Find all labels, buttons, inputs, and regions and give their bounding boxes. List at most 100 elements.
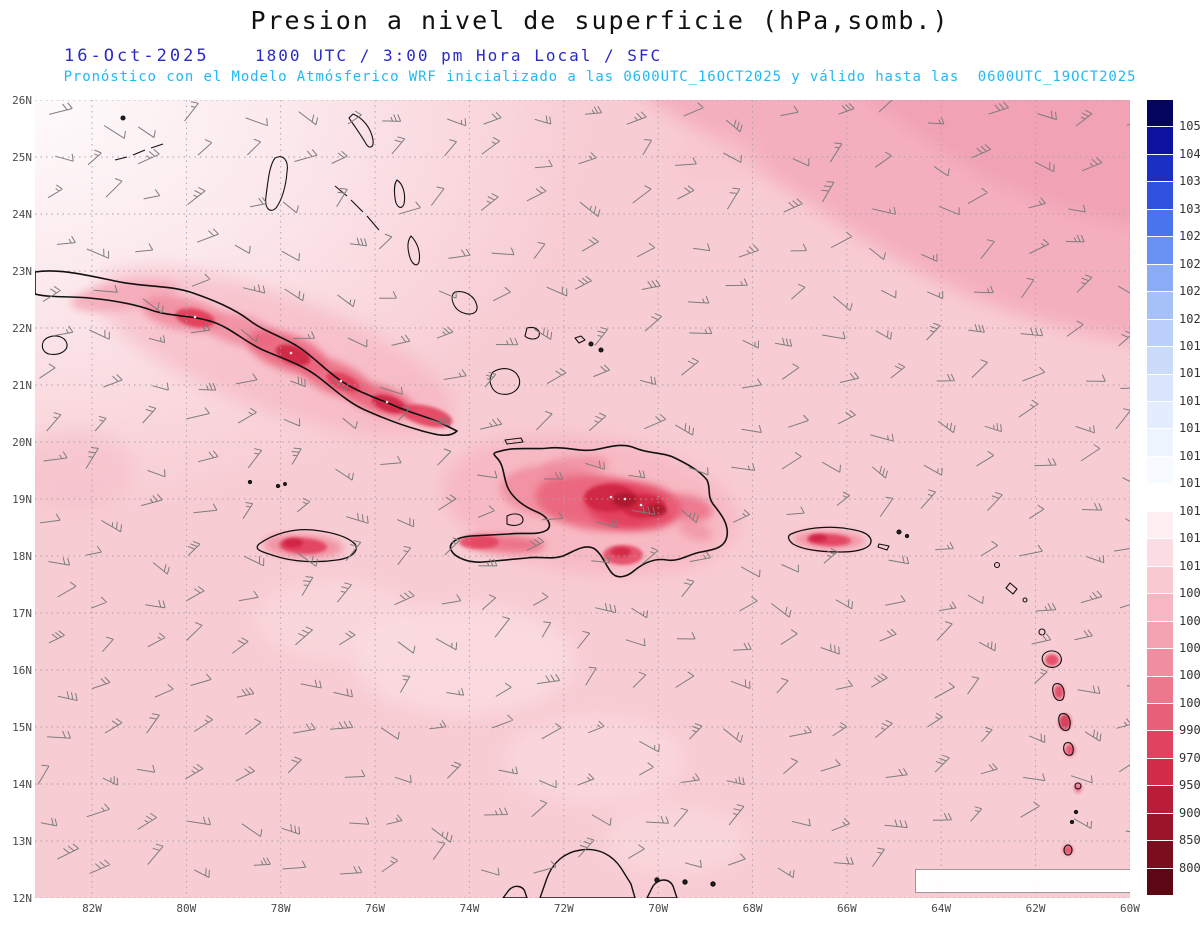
colorbar-level-label: 1015: [1179, 448, 1200, 463]
colorbar-level-label: 950: [1179, 778, 1200, 793]
coast-florida-keys: [114, 143, 164, 161]
colorbar-segment: [1147, 786, 1173, 813]
colorbar-segment: [1147, 264, 1173, 292]
colorbar-level-label: 970: [1179, 750, 1200, 765]
pressure-blob: [670, 135, 760, 185]
date-label: 16-Oct-2025: [64, 46, 210, 66]
colorbar-segment: [1147, 209, 1173, 237]
pressure-blob: [647, 504, 667, 516]
pressure-peak-speck: [623, 497, 627, 501]
colorbar-level-label: 1014: [1179, 476, 1200, 491]
colorbar-segment: [1147, 649, 1173, 676]
colorbar-segment: [1147, 676, 1173, 703]
pressure-blob: [283, 538, 303, 548]
colorbar-segment: [1147, 127, 1173, 154]
page-title: Presion a nivel de superficie (hPa,somb.…: [250, 6, 950, 35]
pressure-blob: [35, 430, 135, 510]
lat-tick-label: 25N: [12, 151, 32, 164]
colorbar-level-label: 900: [1179, 805, 1200, 820]
pressure-blob: [505, 715, 685, 805]
pressure-blob: [1074, 783, 1082, 793]
pressure-blob: [661, 494, 713, 522]
lat-tick-label: 24N: [12, 208, 32, 221]
lon-tick-label: 64W: [931, 902, 952, 915]
colorbar-segment: [1147, 539, 1173, 566]
colorbar-segment: [1147, 731, 1173, 758]
colorbar-segment: [1147, 429, 1173, 456]
colorbar-segment: [1147, 594, 1173, 621]
lat-tick-label: 19N: [12, 493, 32, 506]
lon-tick-label: 82W: [82, 902, 102, 915]
colorbar-segment: [1147, 868, 1173, 896]
colorbar-segment: [1147, 154, 1173, 182]
pressure-blob: [605, 805, 745, 875]
colorbar-segment: [1147, 319, 1173, 347]
pressure-blob: [1045, 654, 1059, 666]
coastlines: [35, 113, 1082, 898]
coast-lesser-antilles: [993, 561, 1082, 856]
map-area: Sisπ- ONAMET/REP.DOM.: [35, 100, 1130, 898]
sispi-pi-symbol: π: [994, 894, 1003, 898]
colorbar-level-label: 1025: [1179, 256, 1200, 271]
colorbar-segment: [1147, 566, 1173, 594]
colorbar-segment: [1147, 511, 1173, 539]
colorbar-level-label: 1010: [1179, 558, 1200, 573]
colorbar-segment: [1147, 456, 1173, 484]
pressure-peak-speck: [193, 315, 197, 319]
colorbar-segment: [1147, 758, 1173, 786]
lat-tick-label: 12N: [12, 892, 32, 905]
pressure-blob: [255, 580, 415, 660]
pressure-blob: [1063, 845, 1073, 855]
lat-tick-label: 14N: [12, 778, 32, 791]
lon-tick-label: 78W: [270, 902, 291, 915]
colorbar-level-label: 990: [1179, 723, 1200, 738]
lat-tick-label: 26N: [12, 94, 32, 107]
lon-tick-label: 72W: [553, 902, 574, 915]
sispi-watermark: Sisπ- ONAMET/REP.DOM.: [915, 869, 1130, 898]
colorbar-level-label: 1050: [1179, 119, 1200, 134]
colorbar-segment: [1147, 841, 1173, 868]
colorbar-segment: [1147, 347, 1173, 374]
colorbar-level-label: 1017: [1179, 393, 1200, 408]
colorbar-level-label: 1000: [1179, 695, 1200, 710]
pressure-peak-speck: [289, 351, 293, 355]
colorbar-level-label: 1013: [1179, 503, 1200, 518]
colorbar-level-label: 1018: [1179, 366, 1200, 381]
pressure-blob: [611, 547, 631, 557]
pressure-blob: [1054, 685, 1064, 699]
colorbar-level-label: 800: [1179, 860, 1200, 875]
lon-tick-label: 66W: [836, 902, 857, 915]
colorbar-level-label: 1020: [1179, 311, 1200, 326]
lat-tick-label: 21N: [12, 379, 32, 392]
lon-tick-label: 76W: [365, 902, 386, 915]
colorbar-segment: [1147, 182, 1173, 209]
pressure-blob: [809, 534, 827, 542]
lat-tick-label: 16N: [12, 664, 32, 677]
lat-tick-label: 20N: [12, 436, 32, 449]
colorbar-segment: [1147, 484, 1173, 511]
sispi-logo-text: Sis: [971, 897, 994, 898]
coast-bahamas: [120, 113, 604, 395]
lat-tick-label: 15N: [12, 721, 32, 734]
lat-tick-label: 13N: [12, 835, 32, 848]
lon-tick-label: 80W: [176, 902, 197, 915]
colorbar-level-label: 850: [1179, 833, 1200, 848]
colorbar-segment: [1147, 813, 1173, 841]
colorbar-segment: [1147, 703, 1173, 731]
pressure-blob: [1059, 714, 1071, 730]
forecast-line: Pronóstico con el Modelo Atmósferico WRF…: [63, 69, 1137, 85]
colorbar-swatches: [1147, 100, 1173, 896]
coast-jamaica: [256, 528, 357, 563]
colorbar-level-label: 1022: [1179, 284, 1200, 299]
colorbar-level-label: 1028: [1179, 229, 1200, 244]
colorbar-level-label: 1006: [1179, 613, 1200, 628]
pressure-peak-speck: [385, 400, 389, 404]
colorbar-level-label: 1008: [1179, 586, 1200, 601]
lon-tick-label: 62W: [1025, 902, 1046, 915]
colorbar-level-label: 1035: [1179, 174, 1200, 189]
wind-barbs: [37, 100, 1130, 879]
colorbar-segment: [1147, 292, 1173, 319]
pressure-colorbar: 1050 1040 1035 1030 1028 1025 1022 1020 1019 1018…: [1147, 100, 1200, 896]
pressure-peak-speck: [639, 503, 643, 507]
